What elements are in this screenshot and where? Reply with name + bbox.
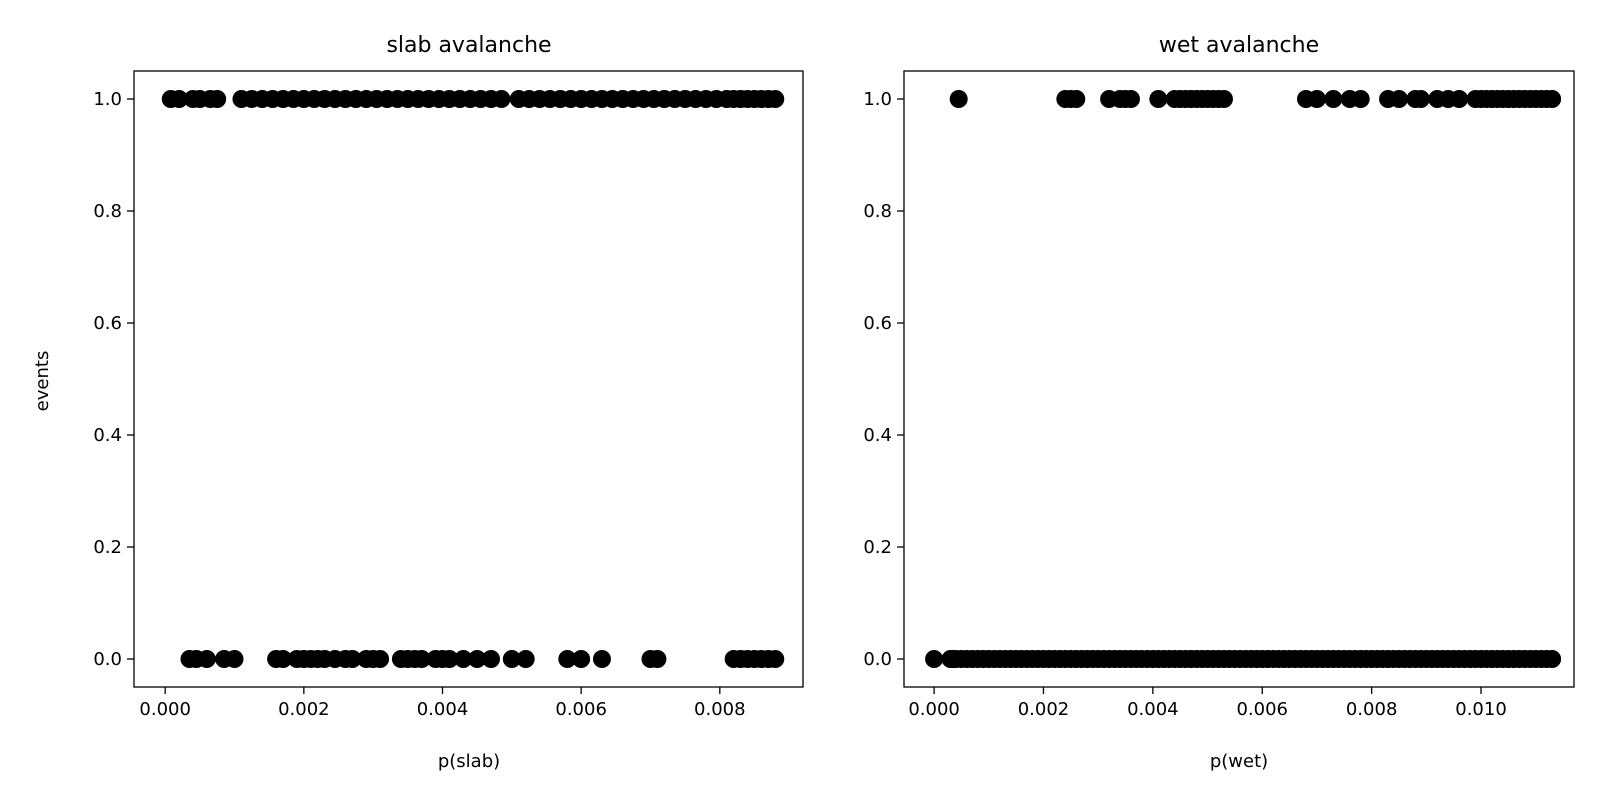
wet-data-point: [1149, 90, 1168, 108]
wet-data-point: [1450, 90, 1469, 108]
wet-data-point: [949, 90, 968, 108]
slab-y-tick-label: 0.6: [93, 313, 122, 334]
slab-y-axis-label: events: [32, 351, 53, 412]
slab-axis-ticks: 0.000 0.002 0.004 0.006 0.008 0.0 0.2 0.4 0.6 0.8…: [93, 89, 745, 720]
wet-data-point: [1214, 90, 1233, 108]
slab-data-point: [468, 650, 487, 668]
wet-x-axis-label: p(wet): [1210, 751, 1268, 772]
wet-y-tick-label: 0.0: [863, 649, 892, 670]
wet-x-tick-label: 0.010: [1455, 699, 1507, 720]
slab-data-point: [170, 90, 189, 108]
slab-chart-title: slab avalanche: [386, 33, 551, 58]
slab-data-point: [412, 650, 431, 668]
slab-data-point: [516, 650, 535, 668]
wet-data-point: [1324, 90, 1343, 108]
slab-data-point: [440, 650, 459, 668]
slab-data-points: [161, 90, 785, 668]
wet-x-tick-label: 0.006: [1236, 699, 1288, 720]
slab-data-point: [371, 650, 390, 668]
wet-data-point: [1411, 90, 1430, 108]
slab-y-tick-label: 0.0: [93, 649, 122, 670]
wet-x-tick-label: 0.008: [1346, 699, 1398, 720]
slab-x-tick-label: 0.006: [555, 699, 607, 720]
wet-y-tick-label: 1.0: [863, 89, 892, 110]
wet-data-points: [925, 90, 1562, 668]
slab-x-tick-label: 0.002: [278, 699, 330, 720]
slab-data-point: [648, 650, 667, 668]
slab-avalanche-panel: slab avalanche p(slab) events 0.000 0.002…: [32, 33, 804, 772]
slab-y-tick-label: 0.8: [93, 201, 122, 222]
slab-data-point: [558, 650, 577, 668]
wet-y-tick-label: 0.2: [863, 537, 892, 558]
slab-x-tick-label: 0.000: [139, 699, 191, 720]
slab-x-tick-label: 0.008: [694, 699, 746, 720]
wet-x-tick-label: 0.002: [1018, 699, 1070, 720]
slab-data-point: [482, 650, 501, 668]
slab-data-point: [454, 650, 473, 668]
wet-data-point: [925, 650, 944, 668]
wet-y-tick-label: 0.4: [863, 425, 892, 446]
slab-x-tick-label: 0.004: [417, 699, 469, 720]
slab-data-point: [274, 650, 293, 668]
slab-data-point: [225, 650, 244, 668]
wet-data-point: [1351, 90, 1370, 108]
wet-y-tick-label: 0.6: [863, 313, 892, 334]
wet-data-point: [1543, 650, 1562, 668]
slab-y-tick-label: 1.0: [93, 89, 122, 110]
wet-chart-title: wet avalanche: [1159, 33, 1319, 58]
slab-data-point: [592, 650, 611, 668]
wet-data-point: [1307, 90, 1326, 108]
slab-data-point: [343, 650, 362, 668]
slab-data-point: [197, 650, 216, 668]
slab-data-point: [208, 90, 227, 108]
wet-x-tick-label: 0.000: [908, 699, 960, 720]
wet-x-tick-label: 0.004: [1127, 699, 1179, 720]
wet-y-tick-label: 0.8: [863, 201, 892, 222]
slab-plot-frame: [133, 70, 804, 688]
slab-data-point: [766, 90, 785, 108]
wet-axis-ticks: 0.000 0.002 0.004 0.006 0.008 0.010 0.0 0.2 0.4 0…: [863, 89, 1506, 720]
slab-y-tick-label: 0.4: [93, 425, 122, 446]
slab-y-tick-label: 0.2: [93, 537, 122, 558]
slab-data-point: [572, 650, 591, 668]
wet-data-point: [1121, 90, 1140, 108]
wet-data-point: [1067, 90, 1086, 108]
wet-avalanche-panel: wet avalanche p(wet) 0.000 0.002 0.004 0.00…: [863, 33, 1575, 772]
slab-x-axis-label: p(slab): [438, 751, 500, 772]
slab-data-point: [766, 650, 785, 668]
wet-plot-frame: [903, 70, 1575, 688]
slab-data-point: [492, 90, 511, 108]
wet-data-point: [1543, 90, 1562, 108]
slab-data-point: [502, 650, 521, 668]
wet-data-point: [1389, 90, 1408, 108]
